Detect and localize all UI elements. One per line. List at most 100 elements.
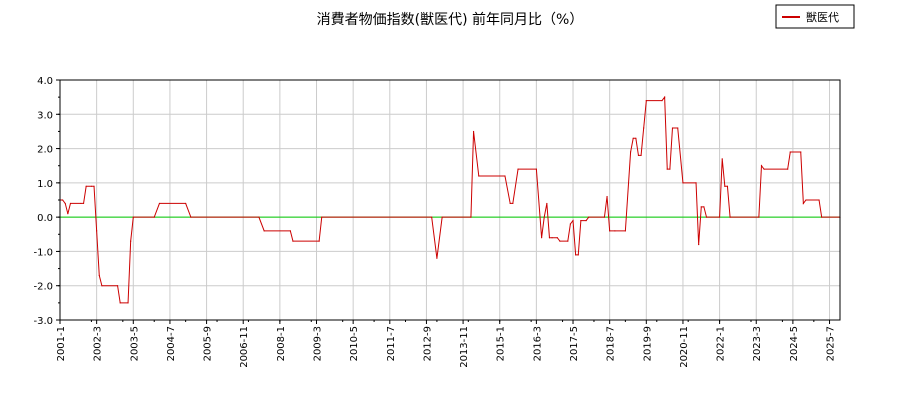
data-point	[635, 137, 637, 139]
data-point	[577, 254, 579, 256]
data-point	[82, 202, 85, 205]
series-layer	[59, 95, 841, 304]
data-point	[504, 175, 506, 177]
data-point	[441, 216, 443, 218]
data-point	[541, 237, 543, 239]
x-tick-label: 2016-3	[532, 326, 543, 361]
data-point	[535, 168, 537, 170]
data-point	[721, 158, 723, 160]
data-point	[548, 237, 551, 239]
data-point	[661, 99, 663, 102]
x-tick-label: 2019-9	[642, 326, 653, 361]
data-point	[763, 168, 765, 170]
data-point	[158, 202, 161, 205]
data-point	[116, 285, 119, 287]
data-point	[289, 230, 291, 232]
data-point	[614, 230, 616, 232]
data-point	[666, 168, 668, 170]
data-point	[800, 151, 802, 153]
data-point	[726, 185, 729, 187]
data-point	[153, 216, 155, 218]
data-point	[263, 230, 265, 232]
data-point	[585, 219, 587, 222]
data-point	[130, 240, 132, 242]
data-point	[645, 99, 647, 102]
data-point	[624, 230, 626, 232]
y-tick-label: -2.0	[33, 282, 53, 293]
data-point	[669, 168, 671, 170]
x-tick-label: 2005-9	[203, 326, 214, 361]
data-point	[96, 230, 98, 232]
data-point	[719, 216, 721, 218]
data-point	[185, 202, 187, 205]
data-point	[62, 199, 64, 201]
x-tick-label: 2002-3	[93, 326, 104, 361]
data-point	[698, 243, 700, 246]
data-point	[556, 237, 558, 239]
data-point	[292, 240, 294, 242]
data-point	[632, 137, 634, 139]
legend-box	[775, 4, 855, 29]
plot-frame	[59, 79, 841, 321]
data-point	[512, 202, 514, 205]
x-tick-label: 2025-7	[826, 326, 837, 361]
data-point	[93, 185, 95, 187]
data-point	[69, 202, 72, 205]
data-point	[758, 216, 760, 218]
x-tick-label: 2018-7	[606, 326, 617, 361]
y-tick-label: -1.0	[33, 247, 53, 258]
x-tick-label: 2004-7	[166, 326, 177, 361]
data-point	[630, 151, 632, 153]
data-point	[729, 216, 731, 218]
x-tick-label: 2009-3	[313, 326, 324, 361]
data-point	[575, 254, 577, 256]
data-point	[543, 216, 545, 218]
data-point	[760, 165, 763, 167]
data-point	[671, 127, 674, 129]
data-point	[551, 237, 553, 239]
data-point	[90, 185, 93, 187]
y-tick-label: -3.0	[33, 316, 53, 327]
x-tick-label: 2010-5	[349, 326, 360, 361]
data-point	[682, 182, 684, 184]
data-point	[580, 219, 582, 222]
data-point	[640, 154, 642, 157]
data-point	[64, 202, 66, 205]
data-point	[664, 96, 666, 98]
x-tick-label: 2024-5	[789, 326, 800, 361]
x-tick-labels: 2001-1 2002-3 2003-5 2004-7 2005-9 2006-11 200…	[56, 326, 837, 368]
x-tick-label: 2011-7	[386, 326, 397, 361]
data-point	[478, 175, 480, 177]
data-point	[470, 216, 472, 218]
y-tick-label: 3.0	[37, 110, 53, 121]
data-point	[431, 216, 433, 218]
data-point	[119, 302, 121, 304]
data-point	[321, 216, 323, 218]
data-point	[127, 302, 129, 304]
data-point	[789, 151, 791, 153]
data-point	[546, 202, 548, 205]
data-point	[603, 216, 606, 218]
data-point	[559, 240, 561, 242]
y-tick-label: 0.0	[37, 213, 53, 224]
data-point	[705, 216, 708, 218]
x-tick-label: 2015-1	[496, 326, 507, 361]
data-point	[67, 213, 69, 215]
y-tick-labels: 4.0 3.0 2.0 1.0 0.0 -1.0 -2.0 -3.0	[33, 76, 53, 327]
data-point	[567, 240, 569, 242]
data-point	[190, 216, 192, 218]
data-point	[700, 206, 702, 208]
data-point	[609, 230, 611, 232]
data-point	[101, 285, 103, 287]
data-point	[643, 127, 645, 129]
y-tick-label: 1.0	[37, 179, 53, 190]
x-tick-label: 2013-11	[459, 326, 470, 368]
data-point	[98, 274, 100, 277]
data-point	[724, 185, 726, 187]
data-point	[436, 257, 438, 259]
data-point	[132, 216, 134, 218]
data-point	[569, 223, 572, 225]
data-point	[258, 216, 260, 218]
